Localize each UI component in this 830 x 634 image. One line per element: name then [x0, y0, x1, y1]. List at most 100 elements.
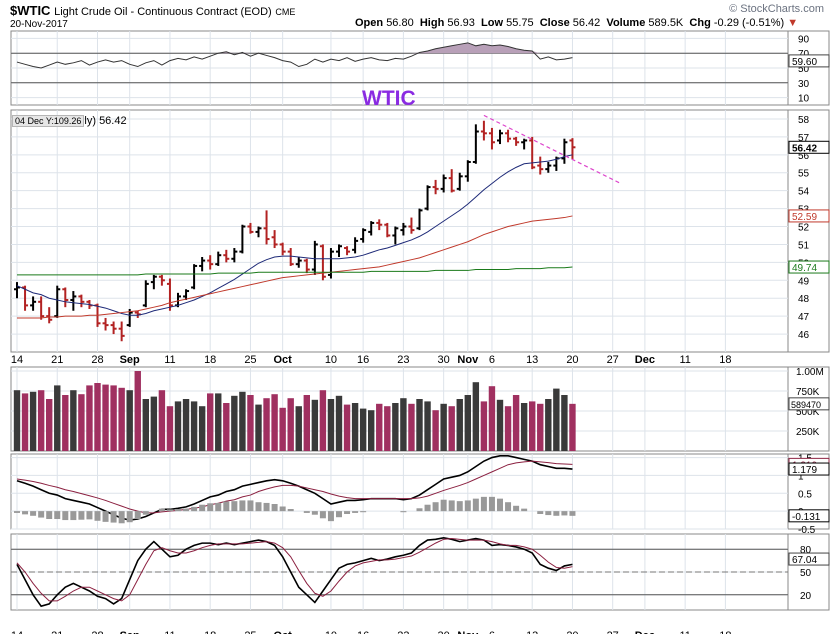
volume-bar-12 [110, 385, 117, 451]
price-bar-47 [392, 226, 399, 245]
price-bar-42 [352, 237, 359, 254]
volume-label: Volume [606, 17, 646, 29]
x-tick-top-20: 20 [566, 354, 578, 366]
volume-value-badge [788, 397, 830, 411]
x-tick-top-14: 14 [11, 354, 23, 366]
volume-bar-19 [166, 406, 174, 451]
macd-hist-bar-19 [166, 509, 173, 512]
volume-bar-27 [231, 395, 238, 451]
macd-hist-bar-61 [505, 502, 512, 512]
macd-hist-bar-36 [303, 511, 310, 513]
macd-hist-bar-58 [480, 496, 487, 512]
rsi-tick-50: 50 [798, 64, 810, 75]
volume-bar-8 [78, 394, 85, 451]
price-bar-29 [247, 222, 254, 234]
open-value: 56.80 [386, 17, 414, 29]
price-ma-long-badge-box [788, 260, 830, 274]
volume-bar-57 [472, 382, 480, 451]
x-tick-top-Oct: Oct [273, 354, 292, 366]
macd-badge-2: -0.131 [792, 512, 821, 523]
x-tick-top-10: 10 [325, 354, 337, 366]
volume-bar-53 [440, 403, 447, 451]
macd-hist-bar-16 [142, 511, 149, 515]
volume-bar-60 [496, 399, 504, 451]
macd-hist-bar-43 [360, 511, 367, 513]
volume-bar-2 [29, 391, 37, 451]
volume-bar-3 [37, 390, 45, 451]
price-bar-55 [456, 172, 463, 191]
price-bar-50 [416, 208, 423, 231]
volume-bar-33 [279, 407, 286, 451]
volume-bar-32 [271, 394, 278, 451]
macd-hist-bar-8 [78, 511, 85, 520]
volume-bar-23 [198, 406, 206, 451]
rsi-current-value: 59.60 [792, 57, 817, 68]
volume-bar-0 [13, 390, 21, 451]
price-bar-32 [271, 230, 278, 249]
price-bar-27 [231, 248, 238, 263]
price-tick-51: 51 [798, 240, 810, 251]
price-tick-46: 46 [798, 330, 810, 341]
x-tick-top-21: 21 [51, 354, 63, 366]
chg-label: Chg [689, 17, 711, 29]
instrument-name: Light Crude Oil - Continuous Contract (E… [54, 6, 272, 18]
price-tick-47: 47 [798, 312, 810, 323]
price-ma-long-badge: 49.74 [792, 263, 817, 274]
volume-bar-46 [384, 406, 391, 451]
price-bar-53 [440, 174, 447, 193]
price-bar-57 [472, 124, 479, 164]
price-bar-52 [432, 179, 439, 195]
wtic-annotation: WTIC [362, 87, 416, 110]
volume-bar-48 [400, 398, 407, 451]
volume-bar-39 [327, 399, 335, 451]
high-label: High [419, 17, 445, 29]
macd-hist-bar-31 [263, 502, 270, 512]
x-tick-top-Sep: Sep [120, 354, 140, 366]
price-bar-5 [54, 285, 61, 318]
macd-hist-bar-42 [352, 511, 359, 513]
volume-bar-26 [223, 403, 230, 451]
volume-bar-15 [134, 371, 141, 451]
price-bar-34 [287, 248, 294, 266]
volume-bar-20 [174, 401, 182, 451]
x-tick-top-23: 23 [397, 354, 409, 366]
volume-bar-9 [86, 385, 93, 451]
price-last-close-badge-box [788, 140, 830, 154]
rsi-overbought-fill [17, 42, 573, 54]
x-tick-top-6: 6 [489, 354, 495, 366]
macd-hist-bar-54 [448, 500, 455, 512]
price-bar-44 [368, 221, 375, 236]
macd-badge-box-2 [788, 509, 830, 523]
x-tick-bottom-Dec: Dec [635, 630, 655, 634]
volume-bar-51 [424, 401, 431, 451]
price-bar-12 [110, 321, 117, 335]
volume-bar-56 [464, 395, 471, 451]
stoch-tick-80: 80 [800, 545, 812, 556]
volume-bar-17 [150, 396, 158, 451]
price-bar-62 [513, 136, 520, 146]
price-bar-63 [521, 138, 528, 150]
macd-hist-bar-14 [126, 511, 133, 523]
volume-tick-750000: 750K [796, 387, 820, 398]
volume-bar-34 [287, 398, 294, 451]
volume-bar-24 [207, 393, 214, 451]
exchange-label: CME [275, 7, 296, 17]
price-bar-45 [376, 219, 383, 231]
volume-bar-68 [561, 395, 568, 451]
macd-hist-bar-68 [561, 511, 568, 516]
x-tick-top-Nov: Nov [457, 354, 479, 366]
macd-hist-bar-4 [46, 511, 53, 519]
macd-hist-bar-3 [38, 511, 45, 518]
price-bar-22 [191, 264, 198, 290]
price-bar-17 [150, 274, 157, 290]
x-tick-top-13: 13 [526, 354, 538, 366]
price-ma-short-badge-box [788, 209, 830, 223]
volume-bar-49 [408, 403, 415, 451]
macd-tick--0.5: -0.5 [798, 525, 816, 536]
macd-tick-1: 1 [798, 471, 804, 482]
close-value: 56.42 [572, 17, 601, 29]
price-bar-4 [46, 307, 53, 324]
price-bar-36 [303, 258, 310, 274]
